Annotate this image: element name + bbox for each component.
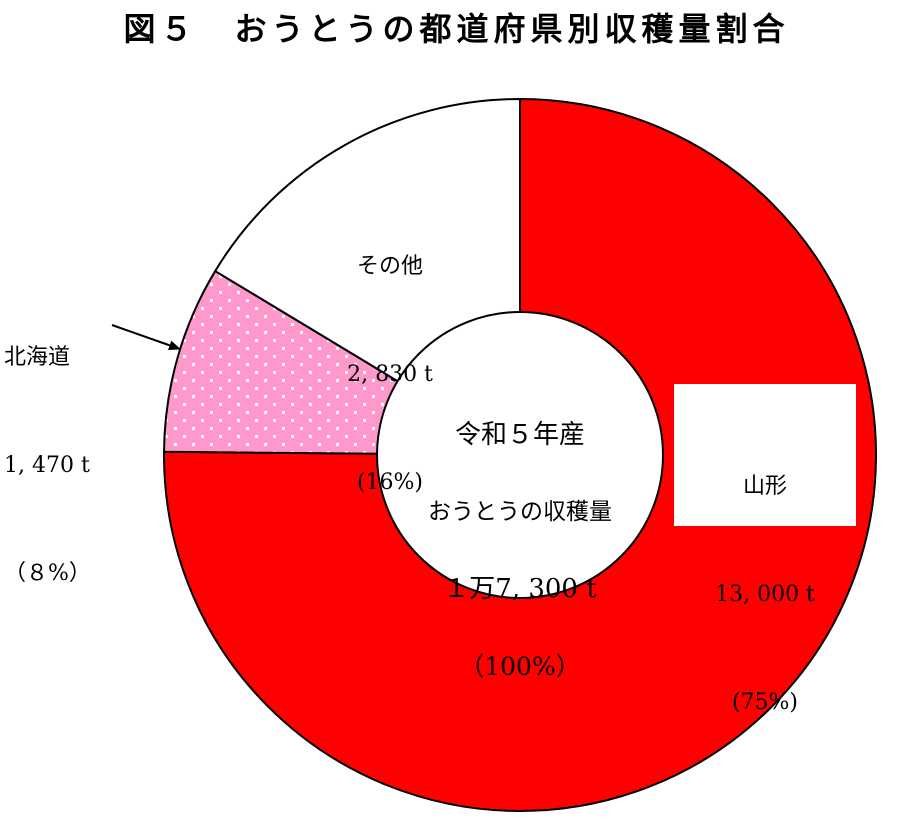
slice-yamagata — [163, 97, 877, 812]
center-total-value: １万7, 300 t — [443, 574, 597, 604]
slice-value-yamagata: 13, 000 t — [715, 582, 815, 607]
center-crop-label: おうとうの収穫量 — [428, 499, 612, 525]
slice-percent-hokkaido: （８%） — [4, 561, 91, 586]
slice-label-other: その他 2, 830 t (16%) — [310, 177, 470, 537]
hokkaido-leader-arrow — [111, 324, 181, 351]
slice-name-yamagata: 山形 — [742, 474, 787, 499]
chart-title: 図５ おうとうの都道府県別収穫量割合 — [123, 10, 790, 48]
slice-name-hokkaido: 北海道 — [4, 345, 71, 370]
slice-percent-other: (16%) — [356, 470, 424, 495]
slice-value-hokkaido: 1, 470 t — [4, 453, 90, 478]
center-year-label: 令和５年産 — [454, 420, 585, 450]
slice-percent-yamagata: (75%) — [731, 690, 799, 715]
center-label: 令和５年産 おうとうの収穫量 １万7, 300 t （100%） — [380, 377, 660, 706]
center-hole — [376, 311, 664, 599]
slice-label-hokkaido: 北海道 1, 470 t （８%） — [4, 268, 108, 628]
slice-label-yamagata: 山形 13, 000 t (75%) — [674, 397, 856, 757]
center-total-percent: （100%） — [459, 652, 581, 681]
slice-value-other: 2, 830 t — [347, 362, 433, 387]
slice-name-other: その他 — [356, 254, 423, 279]
yamagata-label-background — [674, 384, 856, 526]
